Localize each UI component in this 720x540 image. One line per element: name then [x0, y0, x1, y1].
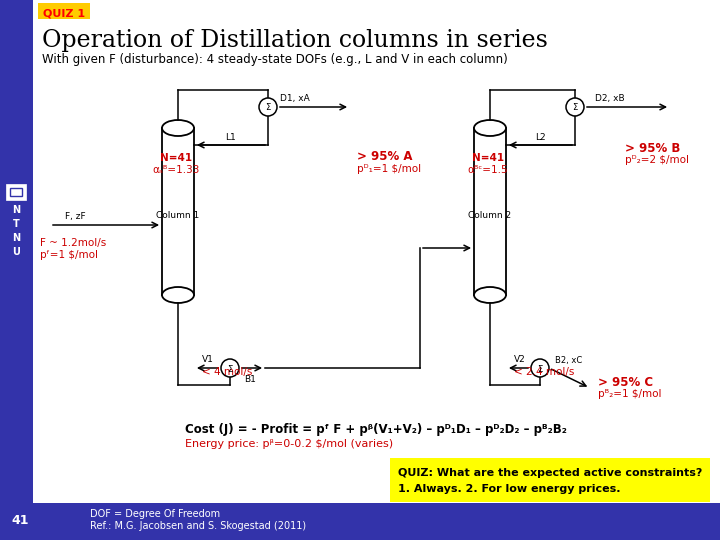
FancyBboxPatch shape: [10, 188, 22, 196]
Text: F ~ 1.2mol/s: F ~ 1.2mol/s: [40, 238, 107, 248]
Circle shape: [531, 359, 549, 377]
Ellipse shape: [474, 287, 506, 303]
Text: V2: V2: [514, 354, 526, 363]
Ellipse shape: [474, 120, 506, 136]
Text: < 2.4 mol/s: < 2.4 mol/s: [514, 367, 575, 377]
Text: 1. Always. 2. For low energy prices.: 1. Always. 2. For low energy prices.: [398, 484, 621, 494]
FancyBboxPatch shape: [390, 458, 710, 502]
Text: Σ: Σ: [266, 104, 271, 112]
Text: > 95% A: > 95% A: [357, 151, 413, 164]
Text: Σ: Σ: [228, 364, 233, 374]
Text: N: N: [12, 205, 20, 215]
Text: Ref.: M.G. Jacobsen and S. Skogestad (2011): Ref.: M.G. Jacobsen and S. Skogestad (20…: [90, 521, 306, 531]
Text: With given F (disturbance): 4 steady-state DOFs (e.g., L and V in each column): With given F (disturbance): 4 steady-sta…: [42, 53, 508, 66]
Text: B1: B1: [244, 375, 256, 383]
Ellipse shape: [162, 120, 194, 136]
FancyBboxPatch shape: [0, 503, 720, 540]
Text: pᴰ₁=1 $/mol: pᴰ₁=1 $/mol: [357, 164, 421, 174]
Text: 41: 41: [12, 515, 29, 528]
Text: Energy price: pᵝ=0-0.2 $/mol (varies): Energy price: pᵝ=0-0.2 $/mol (varies): [185, 439, 393, 449]
Circle shape: [221, 359, 239, 377]
Text: pᴰ₂=2 $/mol: pᴰ₂=2 $/mol: [625, 155, 689, 165]
Text: pᶠ=1 $/mol: pᶠ=1 $/mol: [40, 250, 98, 260]
Text: QUIZ: What are the expected active constraints?: QUIZ: What are the expected active const…: [398, 468, 703, 478]
Text: N: N: [12, 233, 20, 243]
FancyBboxPatch shape: [6, 184, 26, 200]
Text: Operation of Distillation columns in series: Operation of Distillation columns in ser…: [42, 29, 548, 51]
Text: V1: V1: [202, 354, 214, 363]
Text: Column 2: Column 2: [469, 211, 512, 219]
Text: Σ: Σ: [537, 364, 543, 374]
Text: Σ: Σ: [572, 104, 577, 112]
FancyBboxPatch shape: [0, 0, 33, 540]
Text: αᴮᶜ=1.5: αᴮᶜ=1.5: [468, 165, 508, 175]
Text: D1, xA: D1, xA: [280, 93, 310, 103]
Text: F, zF: F, zF: [65, 212, 86, 220]
FancyBboxPatch shape: [38, 3, 90, 19]
Text: > 95% B: > 95% B: [625, 141, 680, 154]
Text: L2: L2: [535, 133, 546, 143]
Text: αₐᴮ=1.33: αₐᴮ=1.33: [153, 165, 199, 175]
Text: Column 1: Column 1: [156, 211, 199, 219]
Text: T: T: [13, 219, 19, 229]
Text: L1: L1: [225, 133, 236, 143]
Text: N=41: N=41: [160, 153, 192, 163]
Text: DOF = Degree Of Freedom: DOF = Degree Of Freedom: [90, 509, 220, 519]
Text: D2, xB: D2, xB: [595, 93, 625, 103]
Text: pᴮ₂=1 $/mol: pᴮ₂=1 $/mol: [598, 389, 662, 399]
Text: QUIZ 1: QUIZ 1: [43, 8, 85, 18]
Ellipse shape: [162, 287, 194, 303]
Text: B2, xC: B2, xC: [555, 355, 582, 364]
Text: N=41: N=41: [472, 153, 504, 163]
Text: > 95% C: > 95% C: [598, 375, 653, 388]
Text: U: U: [12, 247, 20, 257]
Text: Cost (J) = - Profit = pᶠ F + pᵝ(V₁+V₂) – pᴰ₁D₁ – pᴰ₂D₂ – pᴮ₂B₂: Cost (J) = - Profit = pᶠ F + pᵝ(V₁+V₂) –…: [185, 423, 567, 436]
Circle shape: [566, 98, 584, 116]
Circle shape: [259, 98, 277, 116]
Text: < 4 mol/s: < 4 mol/s: [202, 367, 253, 377]
FancyBboxPatch shape: [33, 0, 720, 503]
